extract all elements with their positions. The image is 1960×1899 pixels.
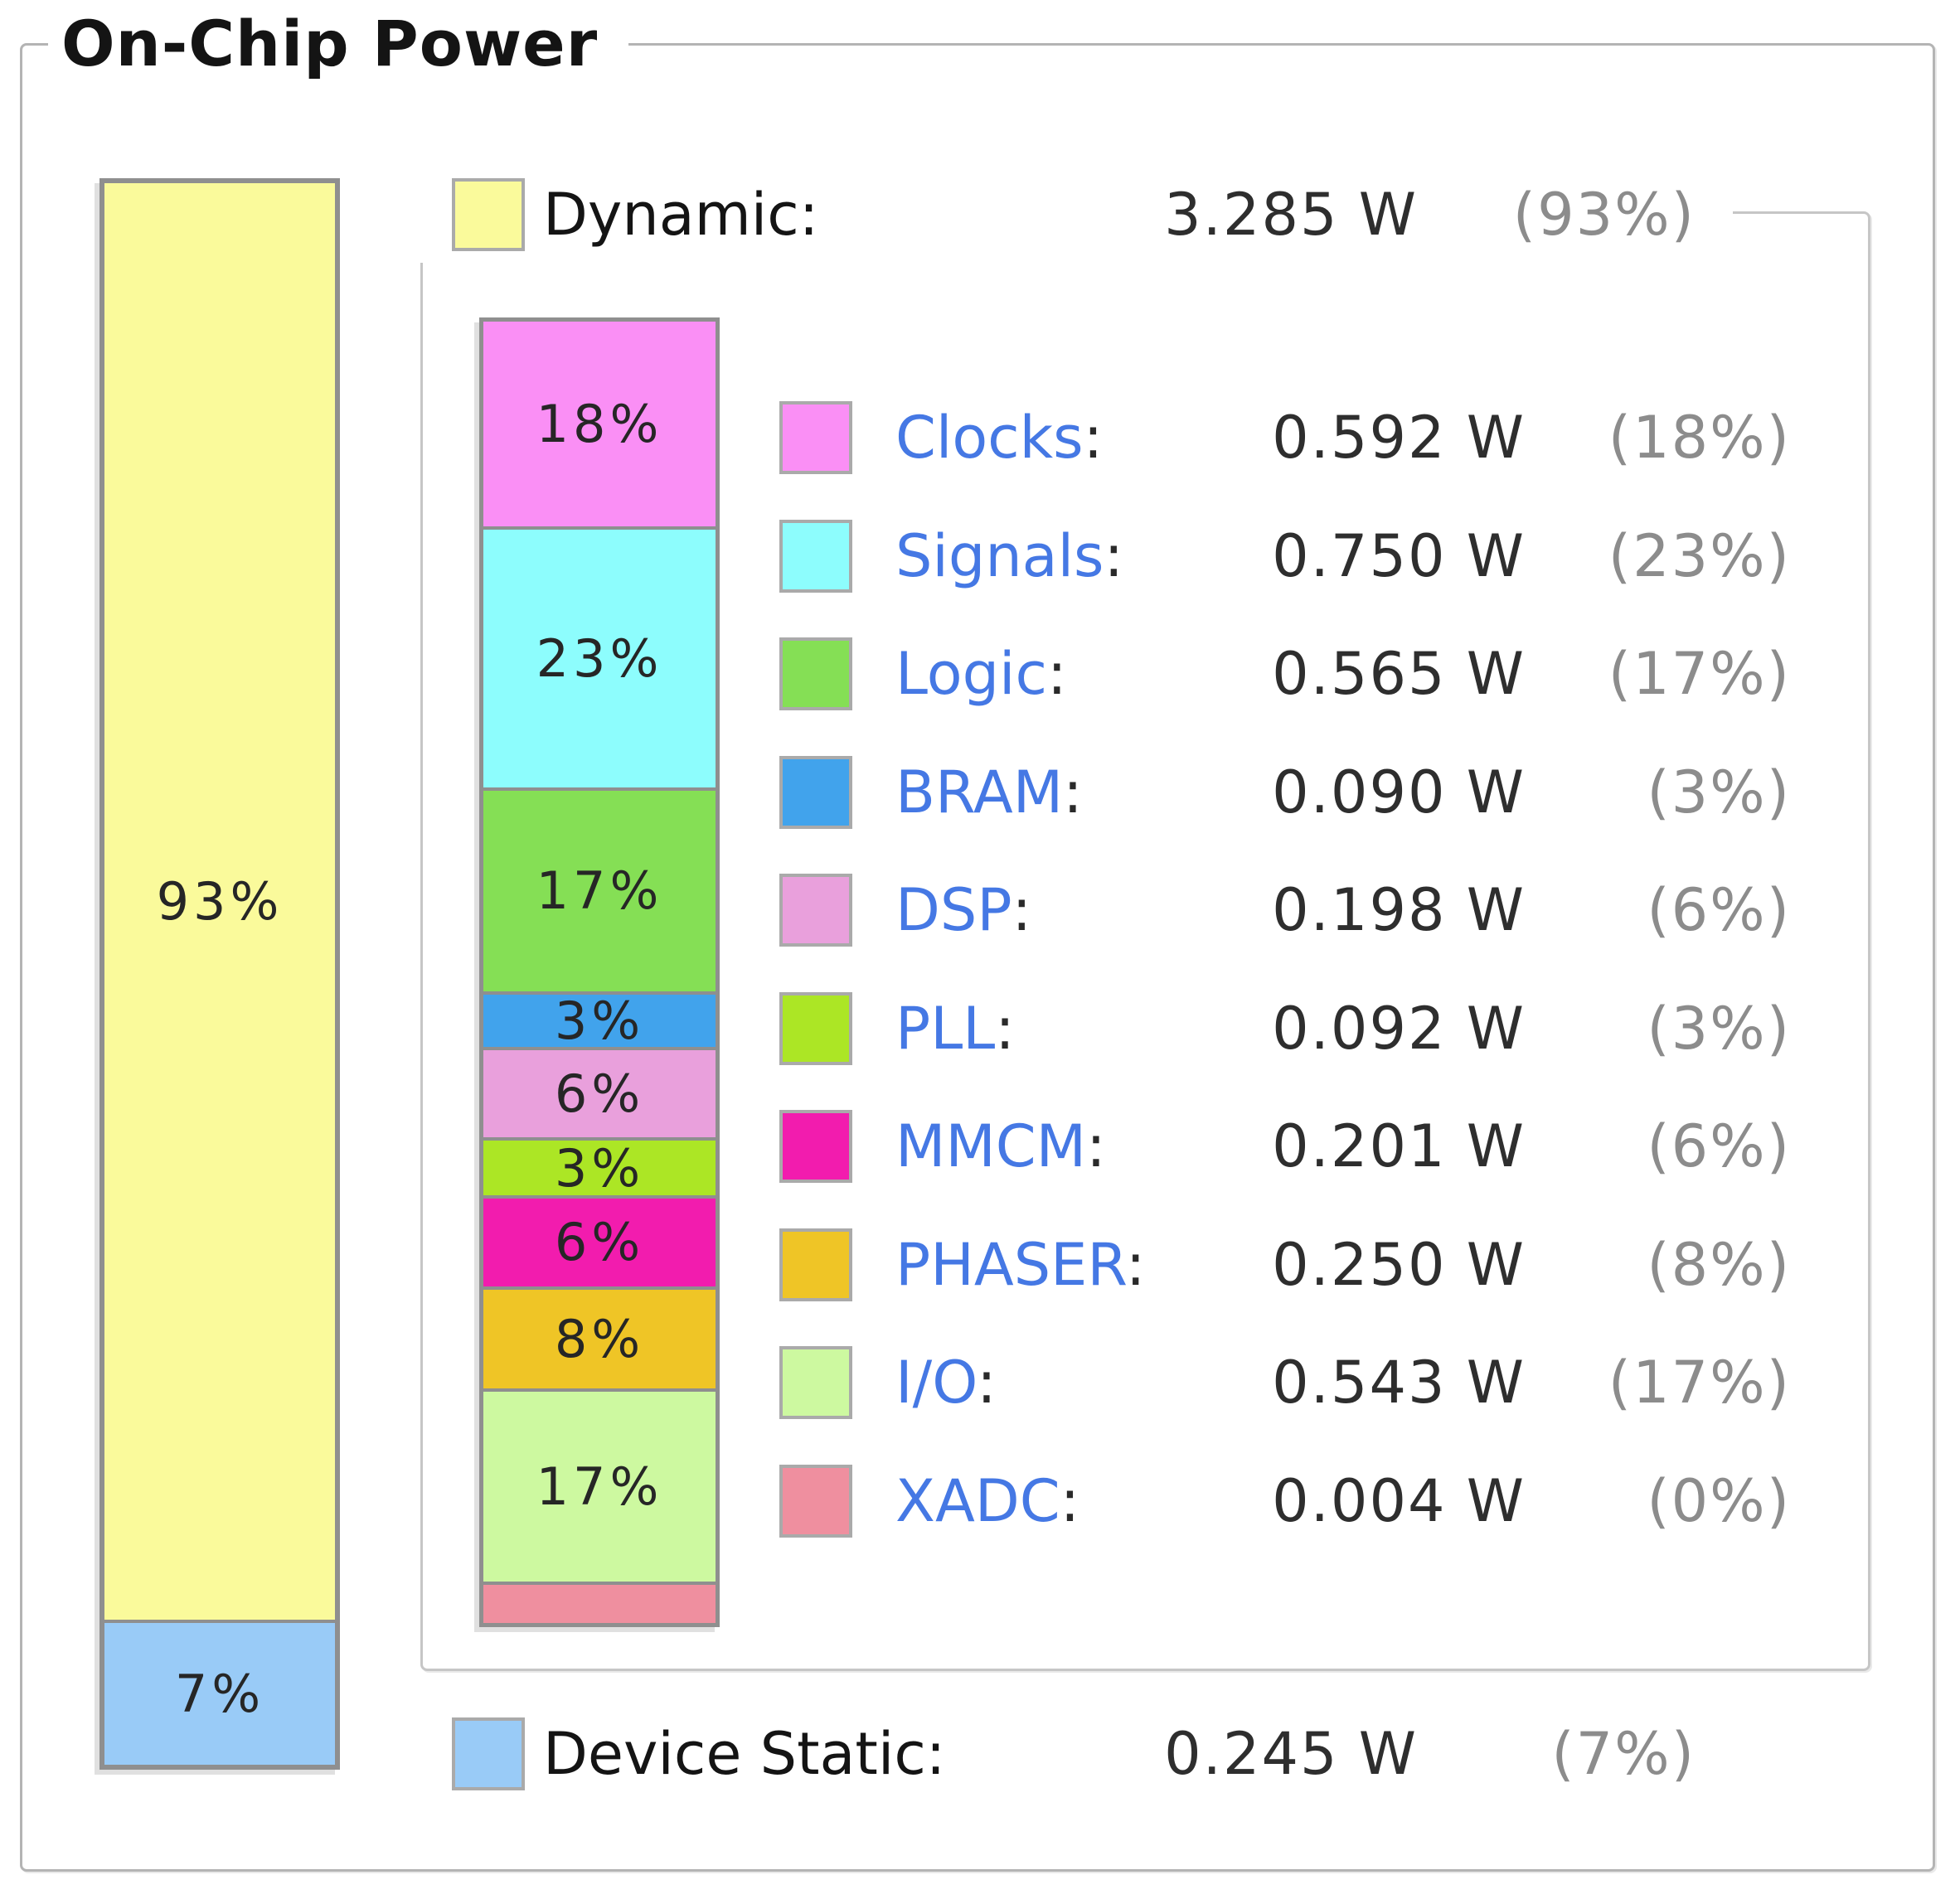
legend-row-logic: Logic: 0.565 W (17%)	[0, 637, 1960, 710]
legend-value-clocks: 0.592 W	[1272, 404, 1526, 472]
legend-percent-bram: (3%)	[1647, 758, 1791, 826]
legend-percent-dsp: (6%)	[1647, 876, 1791, 944]
legend-swatch-dsp	[779, 874, 852, 947]
dynamic-row-background	[419, 170, 1733, 263]
dynamic-breakdown-bar: 18% 23% 17% 3% 6% 3% 6% 8% 17%	[479, 317, 720, 1627]
device-static-value: 0.245 W	[1164, 1720, 1418, 1788]
legend-row-mmcm: MMCM: 0.201 W (6%)	[0, 1110, 1960, 1183]
legend-swatch-mmcm	[779, 1110, 852, 1183]
on-chip-power-groupbox	[20, 43, 1935, 1872]
bar-segment-dsp-label: 6%	[554, 1063, 645, 1124]
bar-segment-logic-label: 17%	[536, 860, 663, 922]
legend-percent-signals: (23%)	[1608, 522, 1791, 590]
legend-swatch-io	[779, 1346, 852, 1419]
bar-segment-phaser: 8%	[483, 1286, 716, 1389]
bar-segment-phaser-label: 8%	[554, 1308, 645, 1369]
bar-segment-clocks: 18%	[483, 322, 716, 527]
legend-swatch-bram	[779, 756, 852, 829]
legend-row-phaser: PHASER: 0.250 W (8%)	[0, 1228, 1960, 1301]
title-background	[48, 17, 628, 70]
legend-percent-xadc: (0%)	[1647, 1467, 1791, 1535]
bar-segment-xadc	[483, 1582, 716, 1624]
legend-row-pll: PLL: 0.092 W (3%)	[0, 992, 1960, 1065]
bar-segment-pll-label: 3%	[554, 1137, 645, 1199]
legend-percent-phaser: (8%)	[1647, 1231, 1791, 1299]
legend-row-signals: Signals: 0.750 W (23%)	[0, 520, 1960, 593]
total-power-bar: 93% 7%	[99, 178, 340, 1770]
bar-segment-bram: 3%	[483, 991, 716, 1051]
panel-title: On-Chip Power	[61, 7, 599, 80]
legend-label-logic[interactable]: Logic:	[895, 640, 1067, 708]
legend-value-pll: 0.092 W	[1272, 995, 1526, 1063]
legend-label-pll[interactable]: PLL:	[895, 995, 1015, 1063]
legend-label-bram[interactable]: BRAM:	[895, 758, 1083, 826]
dynamic-label: Dynamic:	[543, 181, 819, 249]
bar-segment-pll: 3%	[483, 1137, 716, 1199]
legend-percent-io: (17%)	[1608, 1349, 1791, 1417]
total-bar-dynamic-label: 93%	[156, 871, 284, 933]
legend-label-dsp[interactable]: DSP:	[895, 876, 1032, 944]
total-bar-dynamic-segment: 93%	[104, 183, 335, 1620]
legend-label-mmcm[interactable]: MMCM:	[895, 1112, 1106, 1180]
bar-segment-dsp: 6%	[483, 1046, 716, 1138]
total-bar-static-label: 7%	[174, 1664, 265, 1725]
legend-row-clocks: Clocks: 0.592 W (18%)	[0, 401, 1960, 474]
bar-segment-io: 17%	[483, 1388, 716, 1582]
bar-segment-mmcm: 6%	[483, 1194, 716, 1286]
legend-label-xadc[interactable]: XADC:	[895, 1467, 1080, 1535]
legend-value-phaser: 0.250 W	[1272, 1231, 1526, 1299]
legend-swatch-xadc	[779, 1465, 852, 1538]
legend-value-dsp: 0.198 W	[1272, 876, 1526, 944]
bar-segment-bram-label: 3%	[554, 990, 645, 1051]
legend-row-xadc: XADC: 0.004 W (0%)	[0, 1465, 1960, 1538]
total-bar-static-segment: 7%	[104, 1620, 335, 1765]
bar-segment-logic: 17%	[483, 787, 716, 991]
legend-swatch-logic	[779, 637, 852, 710]
dynamic-color-swatch	[452, 178, 525, 251]
legend-row-bram: BRAM: 0.090 W (3%)	[0, 756, 1960, 829]
dynamic-row: Dynamic: 3.285 W (93%)	[0, 178, 1960, 251]
device-static-row: Device Static: 0.245 W (7%)	[0, 1717, 1960, 1790]
bar-segment-signals: 23%	[483, 526, 716, 787]
legend-label-signals[interactable]: Signals:	[895, 522, 1124, 590]
device-static-percent: (7%)	[1551, 1720, 1696, 1788]
legend-value-mmcm: 0.201 W	[1272, 1112, 1526, 1180]
legend-value-bram: 0.090 W	[1272, 758, 1526, 826]
legend-percent-pll: (3%)	[1647, 995, 1791, 1063]
legend-swatch-pll	[779, 992, 852, 1065]
dynamic-percent: (93%)	[1512, 181, 1696, 249]
legend-value-xadc: 0.004 W	[1272, 1467, 1526, 1535]
legend-swatch-clocks	[779, 401, 852, 474]
bar-segment-clocks-label: 18%	[536, 394, 663, 455]
dynamic-value: 3.285 W	[1164, 181, 1418, 249]
legend-value-logic: 0.565 W	[1272, 640, 1526, 708]
legend-value-signals: 0.750 W	[1272, 522, 1526, 590]
legend-row-io: I/O: 0.543 W (17%)	[0, 1346, 1960, 1419]
bar-segment-mmcm-label: 6%	[554, 1212, 645, 1273]
bar-segment-signals-label: 23%	[536, 627, 663, 689]
legend-label-clocks[interactable]: Clocks:	[895, 404, 1104, 472]
legend-label-phaser[interactable]: PHASER:	[895, 1231, 1146, 1299]
legend-percent-clocks: (18%)	[1608, 404, 1791, 472]
legend-percent-logic: (17%)	[1608, 640, 1791, 708]
legend-value-io: 0.543 W	[1272, 1349, 1526, 1417]
device-static-color-swatch	[452, 1717, 525, 1790]
device-static-label: Device Static:	[543, 1720, 946, 1788]
legend-label-io[interactable]: I/O:	[895, 1349, 997, 1417]
bar-segment-io-label: 17%	[536, 1456, 663, 1518]
legend-percent-mmcm: (6%)	[1647, 1112, 1791, 1180]
legend-swatch-signals	[779, 520, 852, 593]
legend-swatch-phaser	[779, 1228, 852, 1301]
legend-row-dsp: DSP: 0.198 W (6%)	[0, 874, 1960, 947]
